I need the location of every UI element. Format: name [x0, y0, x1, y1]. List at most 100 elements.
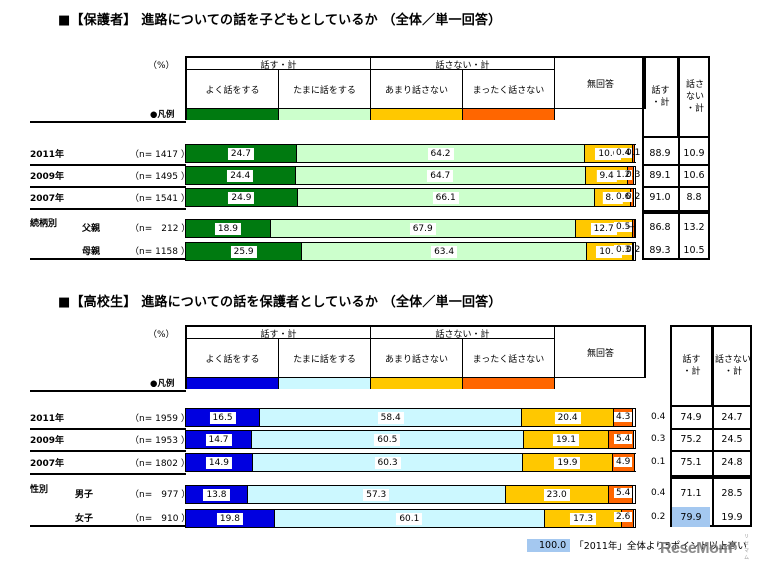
table-row: 性別 男子 （n= 977 ） 13.8 57.3 23.0 5.4 0.4 — [0, 479, 777, 504]
no-answer-value: 0.2 — [626, 245, 641, 255]
small-segment-value: 0.6 — [614, 192, 633, 202]
row-n-count: （n= 1802 ） — [130, 459, 190, 469]
summary-row-rule — [642, 186, 710, 188]
legend-swatch — [555, 108, 646, 120]
summary-not-talk-value: 24.5 — [721, 433, 743, 445]
summary-row-rule — [670, 450, 752, 452]
bar-segment: 23.0 — [505, 486, 609, 503]
row-rule — [30, 208, 186, 210]
bar-segment: 20.4 — [522, 409, 614, 426]
row-sublabel: 男子 — [75, 490, 94, 500]
row-n-count: （n= 977 ） — [130, 490, 191, 500]
segment-value: 57.3 — [363, 488, 390, 501]
summary-talk-value: 75.2 — [680, 433, 702, 445]
no-answer-value: 0.4 — [651, 488, 666, 498]
table-row: 2009年 （n= 1495 ） 24.4 64.7 9.4 1.2 0.3 — [0, 164, 777, 188]
category-header: まったく話さない — [463, 70, 555, 108]
summary-talk-value: 89.1 — [649, 169, 671, 181]
table-row: 女子 （n= 910 ） 19.8 60.1 17.3 2.6 0.2 — [0, 503, 777, 528]
row-n-count: （n= 1541 ） — [130, 194, 190, 204]
segment-value: 14.9 — [205, 456, 232, 469]
bar-segment — [631, 189, 635, 206]
summary-divider — [678, 58, 680, 258]
summary-row-rule — [642, 164, 710, 166]
segment-value: 24.7 — [227, 147, 254, 160]
small-segment-value: 1.2 — [614, 170, 633, 180]
segment-value: 64.7 — [427, 169, 454, 182]
summary-not-talk-value: 24.7 — [721, 411, 743, 423]
summary-row-rule — [670, 428, 752, 430]
small-segment-value: 4.9 — [614, 457, 633, 467]
summary-not-talk-value: 8.8 — [686, 191, 702, 203]
no-answer-value: 0.4 — [651, 412, 666, 422]
bar-segment: 57.3 — [247, 486, 506, 503]
legend-swatch — [555, 377, 646, 389]
legend-label: ●凡例 — [150, 110, 175, 120]
row-label: 続柄別 — [30, 219, 58, 229]
segment-value: 63.4 — [431, 245, 458, 258]
unit-label: （%） — [148, 330, 175, 340]
row-n-count: （n= 910 ） — [130, 514, 191, 524]
segment-value: 24.9 — [228, 191, 255, 204]
row-label: 性別 — [30, 485, 49, 495]
bar-segment — [634, 243, 635, 260]
small-segment-value: 0.4 — [614, 148, 633, 158]
bar-segment — [634, 145, 636, 162]
chart-title: ■【保護者】 進路についての話を子どもとしているか （全体／単一回答） — [58, 13, 502, 28]
category-header: 無回答 — [586, 348, 614, 359]
row-sublabel: 父親 — [82, 224, 101, 234]
bar-segment: 24.7 — [186, 145, 297, 162]
summary-not-talk-value: 24.8 — [721, 456, 743, 468]
segment-value: 18.9 — [214, 222, 241, 235]
bar-segment: 14.9 — [186, 454, 253, 471]
small-segment-value: 4.3 — [614, 412, 633, 422]
stacked-bar: 24.4 64.7 9.4 — [185, 166, 636, 185]
category-header: まったく話さない — [463, 339, 555, 377]
segment-value: 19.1 — [552, 433, 580, 446]
footnote: 100.0 「2011年」全体より5ポイント以上高い — [527, 538, 747, 552]
legend-swatch — [463, 108, 555, 120]
segment-value: 9.4 — [596, 169, 617, 182]
table-row: 2007年 （n= 1541 ） 24.9 66.1 8.2 0.6 0.2 — [0, 186, 777, 210]
summary-not-talk-value: 28.5 — [721, 487, 743, 499]
segment-value: 20.4 — [554, 411, 581, 424]
bar-segment: 58.4 — [260, 409, 523, 426]
segment-value: 60.5 — [374, 433, 401, 446]
bar-segment: 60.1 — [274, 510, 545, 527]
summary-group-rule — [670, 475, 752, 479]
bar-segment: 60.3 — [252, 454, 524, 471]
row-sublabel: 女子 — [75, 514, 94, 524]
summary-talk-value: 89.3 — [649, 244, 671, 256]
segment-value: 64.2 — [427, 147, 454, 160]
row-label: 2007年 — [30, 459, 65, 469]
summary-talk-value: 74.9 — [680, 411, 702, 423]
no-answer-value: 0.1 — [651, 457, 666, 467]
segment-value: 12.7 — [590, 222, 617, 235]
footnote-swatch: 100.0 — [527, 538, 571, 552]
table-row: 2007年 （n= 1802 ） 14.9 60.3 19.9 4.9 0.1 — [0, 451, 777, 475]
row-label: 2009年 — [30, 436, 65, 446]
bar-segment — [633, 486, 635, 503]
header-rule — [30, 390, 186, 392]
stacked-bar: 14.7 60.5 19.1 — [185, 430, 636, 449]
stacked-bar: 19.8 60.1 17.3 — [185, 509, 636, 528]
legend-label: ●凡例 — [150, 379, 175, 389]
bar-segment — [633, 409, 635, 426]
summary-header-not-talk: 話さない ・計 — [714, 355, 751, 377]
legend-swatch — [279, 377, 371, 389]
small-segment-value: 0.3 — [614, 245, 633, 255]
summary-not-talk-value: 10.5 — [683, 244, 705, 256]
summary-not-talk-value: 10.9 — [683, 147, 705, 159]
watermark-logo: ReseMom リセマム — [660, 534, 749, 561]
table-row: 続柄別 父親 （n= 212 ） 18.9 67.9 12.7 0.5— — [0, 213, 777, 238]
bar-segment: 24.4 — [186, 167, 296, 184]
header-table: 話す・計 話さない・計 よく話をする たまに話をする あまり話さない まったく話さない 無回… — [185, 56, 646, 120]
bar-segment: 64.7 — [295, 167, 587, 184]
bar-segment — [632, 220, 635, 237]
footnote-text: 「2011年」全体より5ポイント以上高い — [574, 541, 747, 552]
segment-value: 16.5 — [209, 411, 236, 424]
category-header: 無回答 — [586, 79, 614, 90]
group-not-talk-header: 話さない・計 — [371, 58, 555, 71]
bar-segment: 63.4 — [302, 243, 587, 260]
category-header: あまり話さない — [371, 339, 463, 377]
